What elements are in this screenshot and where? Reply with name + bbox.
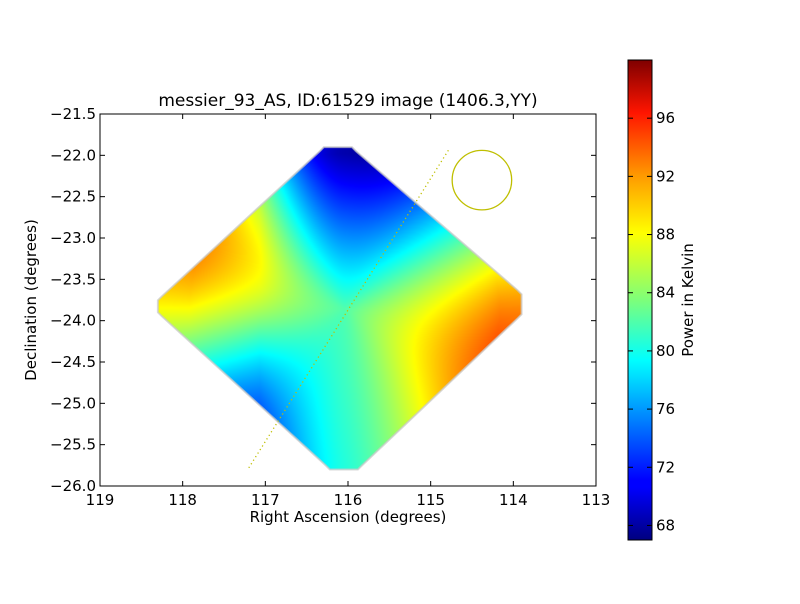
x-tick-label: 118 <box>168 491 197 509</box>
colorbar-tick-label: 76 <box>656 400 675 418</box>
y-tick-label: −22.5 <box>50 188 96 206</box>
y-tick-label: −23.5 <box>50 270 96 288</box>
y-tick-label: −25.5 <box>50 436 96 454</box>
x-axis-label: Right Ascension (degrees) <box>250 508 447 526</box>
beam-circle <box>451 149 513 211</box>
colorbar <box>627 59 653 541</box>
y-tick-label: −21.5 <box>50 105 96 123</box>
image-edge <box>156 146 523 471</box>
y-tick-label: −24.5 <box>50 353 96 371</box>
y-tick-label: −24.0 <box>50 312 96 330</box>
x-tick-label: 114 <box>499 491 528 509</box>
colorbar-ticks: 68 72 76 80 84 88 92 96 <box>628 109 675 534</box>
x-tick-label: 113 <box>582 491 611 509</box>
x-tick-label: 117 <box>251 491 280 509</box>
x-axis-ticks: 119 118 117 116 115 114 113 <box>86 114 611 509</box>
x-tick-label: 119 <box>86 491 115 509</box>
colorbar-tick-label: 84 <box>656 284 675 302</box>
y-axis-ticks: −21.5 −22.0 −22.5 −23.0 −23.5 −24.0 −24.5 −25.0… <box>50 105 596 495</box>
y-tick-label: −23.0 <box>50 229 96 247</box>
y-tick-label: −22.0 <box>50 146 96 164</box>
y-tick-label: −25.0 <box>50 394 96 412</box>
colorbar-tick-label: 68 <box>656 516 675 534</box>
colorbar-tick-label: 96 <box>656 109 675 127</box>
y-axis-label: Declination (degrees) <box>22 219 40 381</box>
chart-title: messier_93_AS, ID:61529 image (1406.3,YY… <box>158 91 537 111</box>
colorbar-label: Power in Kelvin <box>679 243 697 357</box>
x-tick-label: 116 <box>334 491 363 509</box>
y-tick-label: −26.0 <box>50 477 96 495</box>
colorbar-tick-label: 72 <box>656 458 675 476</box>
colorbar-tick-label: 88 <box>656 226 675 244</box>
colorbar-tick-label: 80 <box>656 342 675 360</box>
colorbar-tick-label: 92 <box>656 167 675 185</box>
x-tick-label: 115 <box>416 491 445 509</box>
